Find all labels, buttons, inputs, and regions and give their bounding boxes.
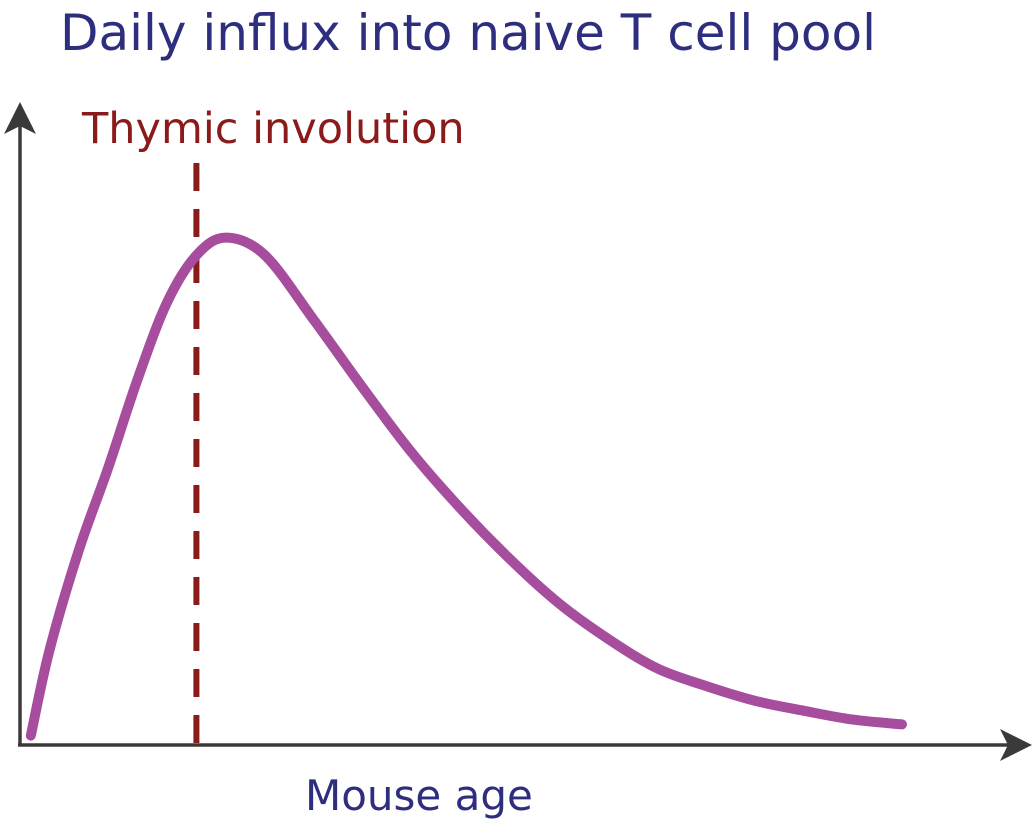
x-axis-label: Mouse age: [305, 771, 533, 820]
thymic-involution-label: Thymic involution: [81, 104, 465, 154]
chart-title: Daily influx into naive T cell pool: [60, 4, 876, 62]
series-line-naive-t-cell-influx: [25, 232, 907, 741]
